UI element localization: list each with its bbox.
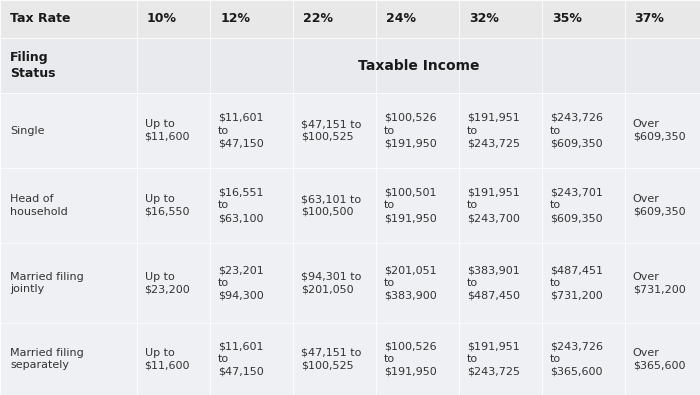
Text: $487,451
to
$731,200: $487,451 to $731,200 <box>550 265 603 301</box>
Bar <box>0 38 136 93</box>
Bar <box>0 243 136 323</box>
Bar <box>458 168 542 243</box>
Bar <box>624 0 700 38</box>
Text: Tax Rate: Tax Rate <box>10 13 71 26</box>
Text: 10%: 10% <box>146 13 176 26</box>
Bar <box>458 0 542 38</box>
Text: Over
$609,350: Over $609,350 <box>633 119 685 142</box>
Bar <box>136 93 210 168</box>
Text: $63,101 to
$100,500: $63,101 to $100,500 <box>301 194 361 217</box>
Bar <box>136 243 210 323</box>
Bar <box>542 0 624 38</box>
Bar <box>624 168 700 243</box>
Bar <box>293 93 376 168</box>
Text: 24%: 24% <box>386 13 416 26</box>
Bar <box>624 323 700 395</box>
Bar <box>136 168 210 243</box>
Bar <box>210 323 293 395</box>
Text: $383,901
to
$487,450: $383,901 to $487,450 <box>467 265 520 301</box>
Text: Over
$365,600: Over $365,600 <box>633 348 685 371</box>
Bar <box>0 323 136 395</box>
Bar <box>293 168 376 243</box>
Text: 12%: 12% <box>220 13 250 26</box>
Bar <box>136 38 700 93</box>
Text: $191,951
to
$243,725: $191,951 to $243,725 <box>467 341 520 377</box>
Text: Over
$731,200: Over $731,200 <box>633 272 685 294</box>
Bar <box>136 323 210 395</box>
Text: 37%: 37% <box>635 13 664 26</box>
Text: $191,951
to
$243,725: $191,951 to $243,725 <box>467 113 520 148</box>
Text: Up to
$11,600: Up to $11,600 <box>145 348 190 371</box>
Text: 35%: 35% <box>552 13 582 26</box>
Bar <box>542 93 624 168</box>
Bar <box>376 93 458 168</box>
Bar <box>542 243 624 323</box>
Bar <box>458 93 542 168</box>
Bar <box>210 0 293 38</box>
Bar <box>376 243 458 323</box>
Text: $23,201
to
$94,300: $23,201 to $94,300 <box>218 265 264 301</box>
Bar <box>293 243 376 323</box>
Bar <box>624 243 700 323</box>
Text: Married filing
jointly: Married filing jointly <box>10 272 84 294</box>
Bar <box>0 0 136 38</box>
Text: $47,151 to
$100,525: $47,151 to $100,525 <box>301 348 361 371</box>
Text: $100,526
to
$191,950: $100,526 to $191,950 <box>384 341 437 377</box>
Text: $16,551
to
$63,100: $16,551 to $63,100 <box>218 188 264 223</box>
Text: Up to
$23,200: Up to $23,200 <box>145 272 190 294</box>
Text: Over
$609,350: Over $609,350 <box>633 194 685 217</box>
Text: Head of
household: Head of household <box>10 194 68 217</box>
Text: $100,526
to
$191,950: $100,526 to $191,950 <box>384 113 437 148</box>
Text: $191,951
to
$243,700: $191,951 to $243,700 <box>467 188 519 223</box>
Text: $201,051
to
$383,900: $201,051 to $383,900 <box>384 265 437 301</box>
Text: $243,701
to
$609,350: $243,701 to $609,350 <box>550 188 603 223</box>
Text: $243,726
to
$609,350: $243,726 to $609,350 <box>550 113 603 148</box>
Text: $100,501
to
$191,950: $100,501 to $191,950 <box>384 188 437 223</box>
Bar <box>210 168 293 243</box>
Bar <box>624 93 700 168</box>
Text: Filing
Status: Filing Status <box>10 51 55 80</box>
Bar <box>293 323 376 395</box>
Text: Up to
$16,550: Up to $16,550 <box>145 194 190 217</box>
Bar <box>293 0 376 38</box>
Bar <box>0 93 136 168</box>
Text: Taxable Income: Taxable Income <box>358 58 479 73</box>
Bar <box>458 243 542 323</box>
Text: Married filing
separately: Married filing separately <box>10 348 84 371</box>
Text: 22%: 22% <box>303 13 333 26</box>
Bar <box>210 243 293 323</box>
Text: Up to
$11,600: Up to $11,600 <box>145 119 190 142</box>
Bar <box>376 168 458 243</box>
Bar <box>136 0 210 38</box>
Bar <box>458 323 542 395</box>
Text: $47,151 to
$100,525: $47,151 to $100,525 <box>301 119 361 142</box>
Bar <box>542 323 624 395</box>
Bar <box>542 168 624 243</box>
Bar <box>376 0 458 38</box>
Text: $94,301 to
$201,050: $94,301 to $201,050 <box>301 272 361 294</box>
Bar <box>0 168 136 243</box>
Bar <box>210 93 293 168</box>
Text: Single: Single <box>10 126 45 135</box>
Text: $11,601
to
$47,150: $11,601 to $47,150 <box>218 341 264 377</box>
Text: $243,726
to
$365,600: $243,726 to $365,600 <box>550 341 603 377</box>
Text: $11,601
to
$47,150: $11,601 to $47,150 <box>218 113 264 148</box>
Text: 32%: 32% <box>469 13 498 26</box>
Bar <box>376 323 458 395</box>
